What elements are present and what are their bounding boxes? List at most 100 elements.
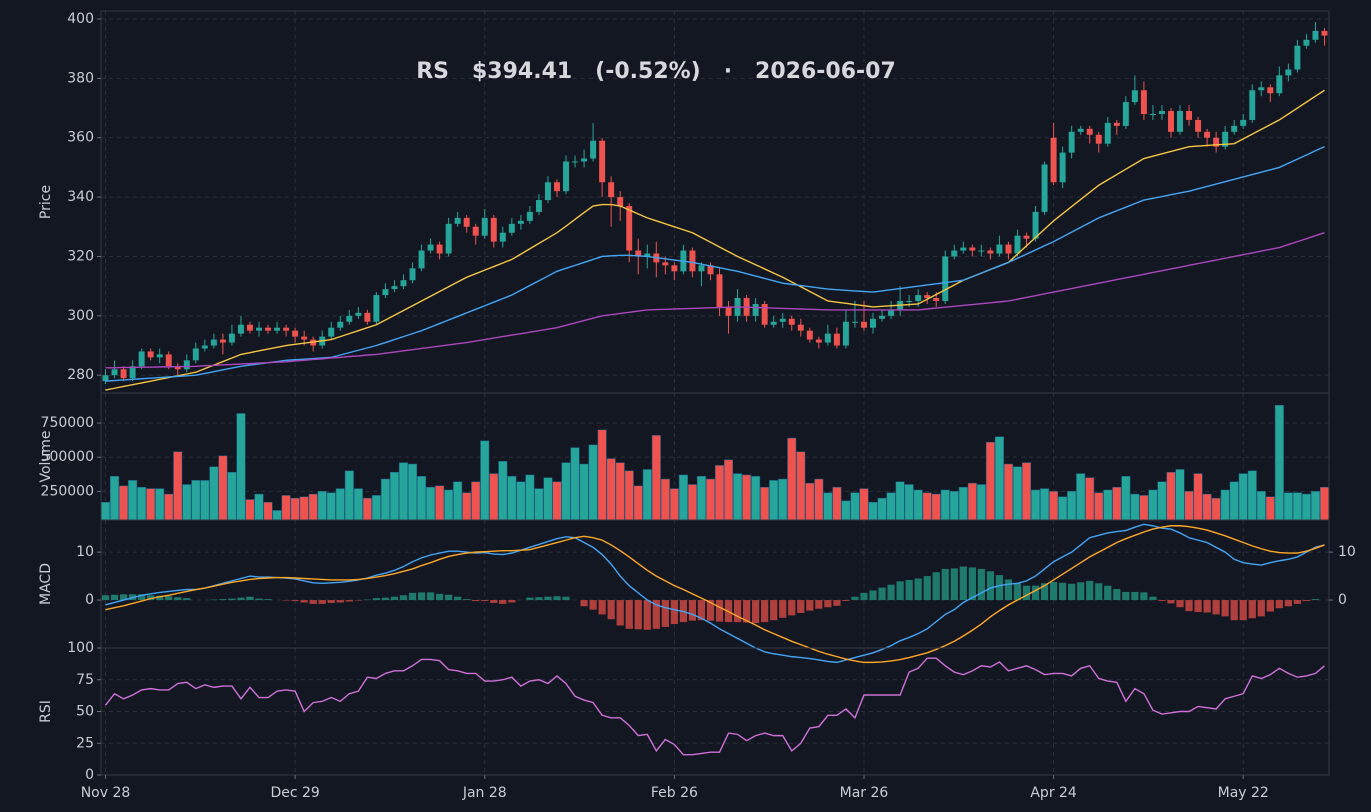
- histogram-bar: [824, 600, 832, 608]
- histogram-bar: [490, 600, 498, 603]
- volume-bar: [525, 474, 535, 521]
- candle-body: [355, 312, 362, 316]
- histogram-bar: [896, 581, 904, 601]
- volume-bar: [1003, 463, 1013, 521]
- histogram-bar: [1194, 600, 1202, 613]
- candle-body: [960, 247, 967, 251]
- histogram-bar: [156, 595, 164, 601]
- candle-body: [1285, 69, 1292, 76]
- volume-bar: [236, 413, 246, 521]
- candle-body: [292, 330, 299, 337]
- candle-body: [165, 354, 172, 367]
- histogram-bar: [851, 596, 859, 601]
- candle-body: [111, 369, 118, 376]
- volume-bar: [1256, 491, 1266, 521]
- candle-body: [851, 321, 858, 323]
- y-tick-label: 75: [76, 672, 94, 688]
- volume-bar: [1067, 491, 1077, 521]
- histogram-bar: [697, 600, 706, 621]
- candle-body: [906, 300, 913, 302]
- candle-body: [1276, 75, 1283, 94]
- candle-body: [635, 250, 642, 257]
- histogram-bar: [264, 599, 272, 601]
- volume-bar: [1012, 466, 1022, 521]
- data-layer: [101, 21, 1329, 756]
- histogram-bar: [1113, 589, 1121, 601]
- candle-body: [915, 295, 922, 301]
- histogram-bar: [246, 596, 254, 601]
- volume-bar: [1310, 491, 1320, 521]
- histogram-bar: [661, 600, 669, 627]
- y-axis-label: RSI: [38, 700, 54, 723]
- volume-bar: [299, 496, 309, 521]
- candle-body: [987, 250, 994, 254]
- x-tick-label: Jan 28: [462, 785, 507, 801]
- candle-body: [192, 348, 199, 361]
- histogram-bar: [562, 596, 570, 601]
- candle-body: [698, 265, 705, 272]
- candle-body: [888, 309, 895, 316]
- volume-bar: [335, 488, 345, 521]
- candle-body: [779, 318, 786, 322]
- volume-bar: [1274, 405, 1284, 521]
- histogram-bar: [345, 600, 353, 602]
- y-tick-label: 300: [67, 308, 94, 324]
- volume-bar: [606, 458, 616, 521]
- volume-bar: [687, 484, 697, 521]
- histogram-bar: [327, 600, 335, 603]
- candle-body: [1023, 235, 1030, 239]
- candle-body: [409, 268, 416, 281]
- histogram-bar: [914, 578, 922, 601]
- histogram-bar: [417, 592, 426, 601]
- volume-bar: [227, 471, 237, 521]
- candle-body: [102, 375, 109, 382]
- volume-bar: [742, 474, 752, 521]
- volume-bar: [570, 447, 580, 521]
- y-tick-label: 0: [85, 592, 94, 608]
- histogram-bar: [508, 600, 516, 603]
- volume-bar: [949, 491, 959, 521]
- candle-body: [1050, 137, 1057, 183]
- volume-bar: [660, 478, 670, 521]
- volume-bar: [1193, 473, 1203, 521]
- candle-body: [1014, 235, 1021, 254]
- candle-body: [228, 333, 235, 343]
- volume-bar: [823, 492, 833, 521]
- histogram-bar: [147, 595, 155, 601]
- histogram-bar: [688, 600, 697, 621]
- candle-body: [599, 140, 606, 183]
- volume-bar: [389, 471, 399, 521]
- histogram-bar: [607, 600, 615, 620]
- candle-body: [1077, 128, 1084, 132]
- candle-body: [1195, 119, 1202, 132]
- candle-body: [1267, 87, 1274, 94]
- histogram-bar: [1257, 600, 1265, 617]
- volume-bar: [733, 473, 743, 521]
- candle-body: [563, 161, 569, 192]
- histogram-bar: [806, 600, 814, 611]
- histogram-bar: [742, 600, 751, 623]
- volume-bar: [1058, 496, 1068, 521]
- histogram-bar: [481, 600, 489, 602]
- candle-body: [1032, 211, 1039, 239]
- histogram-bar: [598, 600, 606, 615]
- volume-bar: [904, 484, 914, 521]
- histogram-bar: [101, 595, 110, 601]
- volume-bar: [1112, 486, 1122, 521]
- candle-body: [1240, 119, 1247, 126]
- x-tick-label: Dec 29: [270, 785, 319, 801]
- volume-bar: [1076, 473, 1086, 521]
- histogram-bar: [1167, 600, 1175, 604]
- y-axis-label: Volume: [38, 430, 54, 482]
- candle-body: [174, 366, 181, 370]
- volume-bar: [850, 492, 860, 521]
- y-tick-label: 340: [67, 189, 94, 205]
- volume-bar: [778, 478, 788, 521]
- histogram-bar: [815, 600, 823, 609]
- candle-body: [1059, 152, 1066, 183]
- histogram-bar: [318, 600, 326, 604]
- candle-body: [454, 217, 461, 224]
- histogram-bar: [833, 600, 841, 606]
- histogram-bar: [1049, 581, 1058, 601]
- histogram-bar: [932, 572, 940, 601]
